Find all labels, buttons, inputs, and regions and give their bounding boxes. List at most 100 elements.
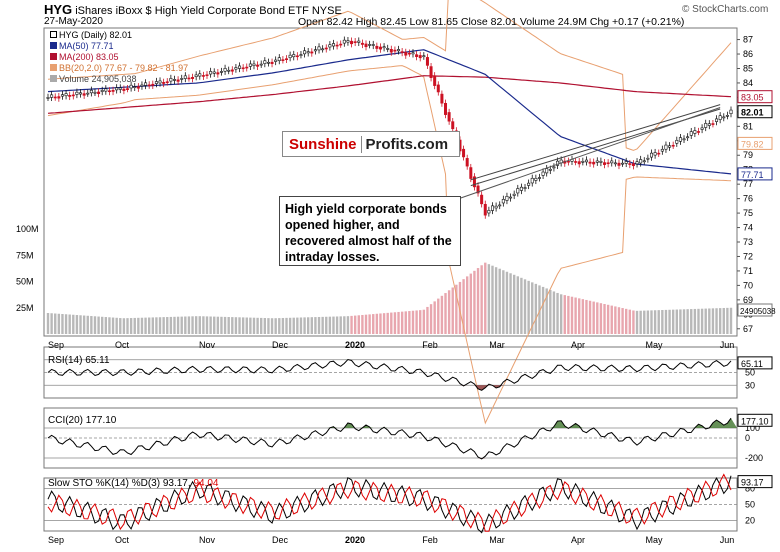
candle-body	[447, 112, 451, 122]
candle-body	[696, 131, 700, 133]
volume-bar	[455, 284, 458, 334]
candle-body	[281, 59, 285, 61]
sto-y-tick-label: 50	[745, 500, 755, 510]
candle-body	[444, 102, 448, 115]
candle-body	[718, 115, 722, 120]
x-tick-label-1-3: Dec	[272, 535, 289, 545]
candle-body	[198, 73, 202, 77]
candle-body	[368, 44, 372, 46]
volume-bar	[429, 304, 433, 334]
volume-tick-label: 25M	[16, 303, 34, 313]
price-tag-label: 79.82	[741, 139, 764, 149]
volume-bar	[451, 287, 454, 334]
candle-body	[136, 86, 140, 89]
candle-body	[118, 87, 122, 90]
candle-body	[140, 84, 144, 87]
candle-body	[436, 84, 440, 93]
candle-body	[711, 123, 715, 125]
candle-body	[353, 41, 357, 43]
candle-body	[89, 89, 93, 94]
volume-bar	[270, 318, 274, 334]
candle-body	[649, 152, 653, 158]
candle-body	[288, 54, 292, 59]
volume-bar	[686, 309, 689, 334]
sto-y-tick-label: 80	[745, 484, 755, 494]
candle-body	[606, 162, 610, 165]
volume-bar	[227, 317, 230, 334]
candle-body	[472, 176, 476, 188]
volume-bar	[596, 302, 599, 334]
sto-line	[47, 475, 732, 534]
cci-tag-label: 177.10	[741, 416, 769, 426]
y-tick-label: 75	[743, 208, 753, 218]
candle-body	[277, 57, 281, 61]
volume-bar	[372, 314, 375, 334]
volume-bar	[639, 310, 642, 334]
candle-body	[335, 44, 339, 47]
candle-body	[371, 44, 375, 46]
volume-bar	[625, 308, 628, 334]
rsi-tag-label: 65.11	[741, 359, 763, 369]
volume-bar	[64, 314, 68, 334]
volume-bar	[426, 306, 429, 334]
sto-tag-label: 93.17	[741, 478, 764, 488]
volume-bar	[491, 265, 494, 334]
y-tick-label: 76	[743, 194, 753, 204]
candle-body	[418, 55, 422, 59]
volume-bar	[187, 316, 191, 334]
volume-bar	[541, 286, 545, 334]
volume-bar	[238, 317, 241, 334]
candle-body	[537, 177, 541, 179]
candle-body	[552, 166, 556, 169]
volume-bar	[332, 316, 335, 334]
candle-body	[613, 162, 617, 165]
volume-bar	[263, 318, 267, 334]
candle-body	[176, 79, 180, 82]
candle-body	[50, 94, 54, 98]
candle-body	[451, 121, 455, 130]
candle-body	[270, 61, 274, 64]
volume-bar	[317, 316, 321, 334]
y-tick-label: 72	[743, 251, 753, 261]
volume-bar	[140, 317, 144, 334]
x-tick-label-1-0: Sep	[48, 535, 64, 545]
candle-body	[545, 168, 549, 174]
candle-body	[422, 55, 426, 58]
volume-bar	[563, 295, 566, 334]
legend-ma200: MA(200) 83.05	[50, 52, 119, 62]
candle-body	[317, 46, 321, 51]
candle-body	[682, 138, 686, 141]
rsi-line	[47, 358, 732, 391]
candle-body	[248, 63, 252, 67]
candle-body	[400, 51, 404, 53]
volume-bar	[180, 316, 183, 334]
volume-bar	[288, 317, 292, 334]
ohlc-readout: Open 82.42 High 82.45 Low 81.65 Close 82…	[298, 16, 685, 28]
volume-bar	[111, 317, 115, 334]
candle-body	[158, 80, 162, 84]
candle-body	[599, 160, 603, 163]
volume-bar	[101, 316, 104, 334]
volume-bar	[368, 314, 371, 334]
volume-bar	[260, 317, 263, 334]
candle-body	[729, 109, 733, 114]
candle-body	[621, 162, 625, 165]
volume-bar	[465, 276, 469, 334]
candle-body	[700, 127, 704, 130]
price-tag-box	[737, 167, 773, 181]
candle-body	[646, 157, 650, 160]
cci-positive-fill	[44, 418, 737, 428]
candle-body	[259, 63, 263, 66]
volume-bar	[606, 304, 610, 334]
volume-bar	[397, 311, 400, 334]
volume-bar	[382, 313, 386, 334]
stockcharts-credit: © StockCharts.com	[682, 4, 769, 15]
volume-bar	[303, 317, 306, 334]
sunshine-profits-logo: Sunshine Profits.com	[282, 131, 460, 157]
volume-bar	[400, 311, 404, 334]
volume-bar	[54, 313, 57, 334]
candle-body	[321, 48, 325, 51]
volume-bar	[588, 300, 592, 334]
volume-bar	[299, 317, 303, 334]
